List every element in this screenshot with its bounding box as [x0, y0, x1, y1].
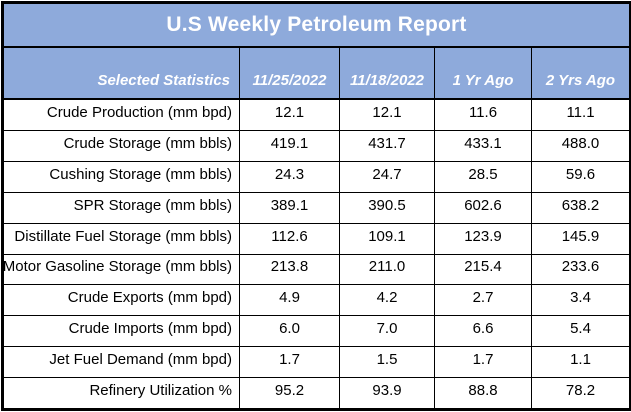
row-value: 215.4	[434, 254, 531, 285]
table-row: SPR Storage (mm bbls) 389.1 390.5 602.6 638.…	[4, 192, 629, 224]
row-label: Distillate Fuel Storage (mm bbls)	[14, 227, 232, 245]
table-body: Crude Production (mm bpd) 12.1 12.1 11.6 11.…	[4, 100, 629, 409]
row-value: 1.5	[339, 347, 434, 378]
page-title: U.S Weekly Petroleum Report	[166, 13, 467, 36]
row-value: 433.1	[434, 130, 531, 161]
row-value: 4.9	[239, 285, 339, 316]
report-title-bar: U.S Weekly Petroleum Report	[4, 4, 629, 48]
table-row: Distillate Fuel Storage (mm bbls) 112.6 10…	[4, 223, 629, 255]
row-value: 2.7	[434, 285, 531, 316]
row-value: 6.6	[434, 316, 531, 347]
row-value: 233.6	[531, 254, 629, 285]
table-row: Crude Imports (mm bpd) 6.0 7.0 6.6 5.4	[4, 316, 629, 348]
row-value: 11.6	[434, 100, 531, 130]
table-row: Refinery Utilization % 95.2 93.9 88.8 78.2	[4, 378, 629, 409]
table-header-row: Selected Statistics 11/25/2022 11/18/202…	[4, 48, 629, 100]
row-value: 5.4	[531, 316, 629, 347]
table-row: Crude Storage (mm bbls) 419.1 431.7 433.1 48…	[4, 130, 629, 162]
column-header-date-current: 11/25/2022	[239, 48, 339, 98]
row-label: Refinery Utilization %	[89, 382, 232, 400]
table-row: Crude Exports (mm bpd) 4.9 4.2 2.7 3.4	[4, 285, 629, 317]
row-value: 12.1	[339, 100, 434, 130]
row-label: Motor Gasoline Storage (mm bbls)	[4, 258, 232, 276]
table-row: Crude Production (mm bpd) 12.1 12.1 11.6 11.…	[4, 100, 629, 131]
row-value: 390.5	[339, 192, 434, 223]
row-label: Crude Production (mm bpd)	[46, 103, 232, 121]
row-label: Crude Storage (mm bbls)	[63, 134, 232, 152]
row-value: 95.2	[239, 378, 339, 409]
row-value: 1.1	[531, 347, 629, 378]
row-value: 602.6	[434, 192, 531, 223]
table-row: Motor Gasoline Storage (mm bbls) 213.8 211…	[4, 254, 629, 286]
row-value: 7.0	[339, 316, 434, 347]
row-value: 78.2	[531, 378, 629, 409]
row-value: 389.1	[239, 192, 339, 223]
row-value: 59.6	[531, 161, 629, 192]
row-value: 109.1	[339, 223, 434, 254]
row-value: 1.7	[434, 347, 531, 378]
column-header-date-prior-week: 11/18/2022	[339, 48, 434, 98]
row-label: Crude Exports (mm bpd)	[67, 289, 232, 307]
row-value: 145.9	[531, 223, 629, 254]
row-label: Cushing Storage (mm bbls)	[49, 165, 232, 183]
row-value: 1.7	[239, 347, 339, 378]
column-header-selected-statistics: Selected Statistics	[97, 72, 230, 89]
row-value: 93.9	[339, 378, 434, 409]
table-row: Jet Fuel Demand (mm bpd) 1.7 1.5 1.7 1.1	[4, 347, 629, 379]
row-value: 11.1	[531, 100, 629, 130]
row-value: 88.8	[434, 378, 531, 409]
column-header-1-yr-ago: 1 Yr Ago	[434, 48, 531, 98]
row-label: Jet Fuel Demand (mm bpd)	[49, 351, 232, 369]
row-value: 419.1	[239, 130, 339, 161]
row-value: 24.7	[339, 161, 434, 192]
row-value: 431.7	[339, 130, 434, 161]
row-value: 638.2	[531, 192, 629, 223]
row-value: 211.0	[339, 254, 434, 285]
row-value: 24.3	[239, 161, 339, 192]
row-value: 488.0	[531, 130, 629, 161]
table-row: Cushing Storage (mm bbls) 24.3 24.7 28.5 59.…	[4, 161, 629, 193]
row-value: 6.0	[239, 316, 339, 347]
row-value: 112.6	[239, 223, 339, 254]
row-value: 4.2	[339, 285, 434, 316]
column-header-2-yrs-ago: 2 Yrs Ago	[531, 48, 629, 98]
row-value: 123.9	[434, 223, 531, 254]
row-value: 213.8	[239, 254, 339, 285]
row-value: 12.1	[239, 100, 339, 130]
row-label: SPR Storage (mm bbls)	[73, 196, 232, 214]
row-value: 3.4	[531, 285, 629, 316]
row-value: 28.5	[434, 161, 531, 192]
row-label: Crude Imports (mm bpd)	[68, 320, 232, 338]
